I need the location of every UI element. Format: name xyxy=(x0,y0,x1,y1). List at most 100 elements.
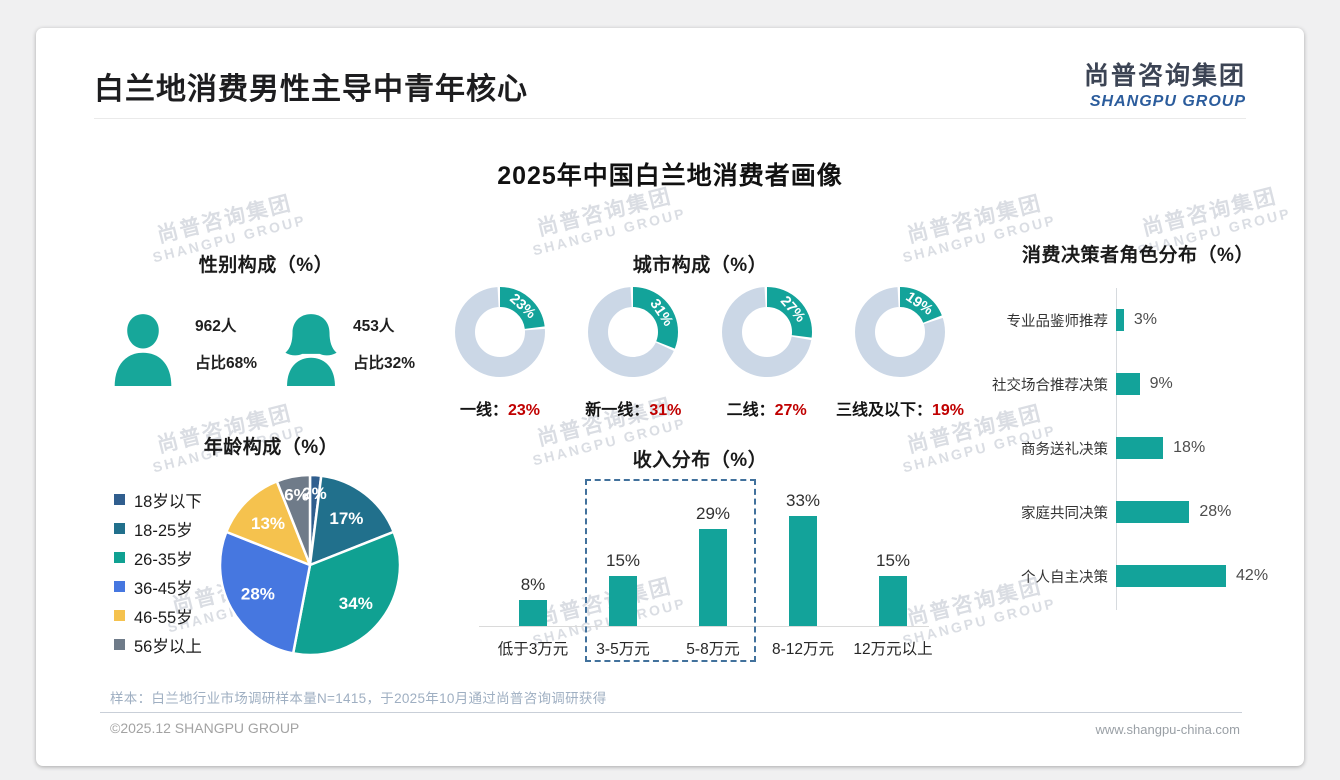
income-bar xyxy=(519,600,547,627)
legend-swatch xyxy=(114,552,125,563)
female-stats: 453人 占比32% xyxy=(353,312,415,373)
donut-svg: 31% xyxy=(587,286,679,378)
male-icon xyxy=(114,314,172,386)
pie-slice xyxy=(218,530,312,655)
legend-item: 18-25岁 xyxy=(114,514,202,543)
legend-swatch xyxy=(114,581,125,592)
legend-item: 46-55岁 xyxy=(114,601,202,630)
income-bar xyxy=(609,576,637,627)
decision-value-label: 28% xyxy=(1199,503,1232,520)
slide: 尚普咨询集团 SHANGPU GROUP 尚普咨询集团 SHANGPU GROUP 尚普… xyxy=(36,28,1304,766)
income-category-label: 8-12万元 xyxy=(771,641,835,658)
gender-section-title: 性别构成（%） xyxy=(198,255,334,276)
pie-value-label: 6% xyxy=(284,485,309,504)
legend-label: 18-25岁 xyxy=(134,521,193,540)
income-bar xyxy=(699,529,727,627)
donut-chart: 31% 新一线：31% xyxy=(573,284,693,419)
female-count: 453人 xyxy=(353,318,395,335)
website-text: www.shangpu-china.com xyxy=(1095,722,1240,737)
section-city: 城市构成（%） 23% 一线：23% 31% 新一线：31% 27% 二线：27% 19% 三… xyxy=(440,243,964,419)
legend-swatch xyxy=(114,610,125,621)
decision-value-label: 3% xyxy=(1133,311,1157,328)
section-gender: 性别构成（%） 962人 占比68% 453人 占比32% xyxy=(76,243,456,386)
income-category-label: 3-5万元 xyxy=(596,641,650,658)
income-bar xyxy=(879,576,907,627)
pie-value-label: 17% xyxy=(329,509,363,528)
decision-bar xyxy=(1116,565,1227,587)
donut-category-value: 23% xyxy=(507,402,541,419)
decision-value-label: 18% xyxy=(1173,439,1206,456)
decision-row: 个人自主决策 42% xyxy=(988,544,1288,608)
decision-bar xyxy=(1116,501,1190,523)
legend-label: 36-45岁 xyxy=(134,579,193,598)
pie-slice xyxy=(225,480,312,567)
decision-row: 家庭共同决策 28% xyxy=(988,480,1288,544)
section-income: 收入分布（%） 8% 15% 29% 33% 15% 低于3万元 3-5万元 5-8万元 8-… xyxy=(465,438,935,673)
decision-category-label: 商务送礼决策 xyxy=(1021,441,1108,458)
decision-category-label: 社交场合推荐决策 xyxy=(992,377,1108,394)
income-category-label: 12万元以上 xyxy=(853,641,933,658)
decision-row: 社交场合推荐决策 9% xyxy=(988,352,1288,416)
legend-label: 18岁以下 xyxy=(134,492,202,511)
donut-category-value: 31% xyxy=(649,402,682,419)
copyright-text: ©2025.12 SHANGPU GROUP xyxy=(110,720,300,736)
donut-category-value: 27% xyxy=(774,402,807,419)
pie-value-label: 2% xyxy=(302,484,327,503)
section-age: 年龄构成（%） 18岁以下 18-25岁 26-35岁 36-45岁 46-55岁 56岁… xyxy=(76,423,466,693)
city-section-title: 城市构成（%） xyxy=(632,255,768,276)
income-column: 29% xyxy=(668,476,758,627)
donut-category-text: 新一线： xyxy=(585,402,650,419)
income-column: 15% xyxy=(848,476,938,627)
income-axis-line xyxy=(479,626,929,627)
decision-rows: 专业品鉴师推荐 3% 社交场合推荐决策 9% 商务送礼决策 18% 家庭共同决策 28% 个人自… xyxy=(988,288,1288,608)
decision-section-title: 消费决策者角色分布（%） xyxy=(1022,245,1254,266)
legend-swatch xyxy=(114,639,125,650)
donut-row: 23% 一线：23% 31% 新一线：31% 27% 二线：27% 19% 三线及以下：19% xyxy=(440,284,964,419)
legend-item: 56岁以上 xyxy=(114,630,202,659)
age-legend: 18岁以下 18-25岁 26-35岁 36-45岁 46-55岁 56岁以上 xyxy=(114,485,202,659)
donut-segment xyxy=(721,287,812,377)
legend-label: 56岁以上 xyxy=(134,637,202,656)
female-icon xyxy=(285,314,337,386)
donut-chart: 27% 二线：27% xyxy=(707,284,827,419)
decision-bar xyxy=(1116,309,1124,331)
decision-value-label: 9% xyxy=(1149,375,1173,392)
donut-category-value: 19% xyxy=(931,402,965,419)
donut-category-label: 二线：27% xyxy=(727,396,807,420)
pie-value-label: 13% xyxy=(251,514,285,533)
income-column: 33% xyxy=(758,476,848,627)
decision-category-label: 个人自主决策 xyxy=(1021,569,1108,586)
header-divider xyxy=(94,118,1246,119)
female-share: 占比32% xyxy=(353,355,416,372)
income-category-label: 5-8万元 xyxy=(686,641,740,658)
pie-slice xyxy=(275,473,312,567)
legend-swatch xyxy=(114,523,125,534)
donut-category-label: 新一线：31% xyxy=(585,396,681,420)
income-categories: 低于3万元 3-5万元 5-8万元 8-12万元 12万元以上 xyxy=(465,637,935,659)
donut-chart: 23% 一线：23% xyxy=(440,284,560,419)
male-stats: 962人 占比68% xyxy=(195,312,275,373)
donut-segment xyxy=(588,287,679,377)
decision-bar xyxy=(1116,373,1140,395)
footer-divider xyxy=(100,712,1242,713)
donut-category-text: 二线： xyxy=(726,402,775,419)
decision-bar xyxy=(1116,437,1164,459)
decision-value-label: 42% xyxy=(1236,567,1269,584)
income-bar xyxy=(789,515,817,627)
donut-category-label: 三线及以下：19% xyxy=(836,396,964,420)
income-value-label: 15% xyxy=(875,551,911,571)
decision-category-label: 家庭共同决策 xyxy=(1021,505,1108,522)
pie-slice xyxy=(291,530,402,657)
page-title: 白兰地消费男性主导中青年核心 xyxy=(94,73,528,106)
decision-row: 商务送礼决策 18% xyxy=(988,416,1288,480)
donut-svg: 23% xyxy=(454,286,546,378)
gender-row: 962人 占比68% 453人 占比32% xyxy=(76,312,456,386)
decision-row: 专业品鉴师推荐 3% xyxy=(988,288,1288,352)
income-category-label: 低于3万元 xyxy=(497,641,569,658)
decision-category-label: 专业品鉴师推荐 xyxy=(1006,313,1109,330)
sample-note: 样本：白兰地行业市场调研样本量N=1415，于2025年10月通过尚普咨询调研获… xyxy=(110,691,607,706)
male-share: 占比68% xyxy=(195,355,258,372)
logo-cn-text: 尚普咨询集团 xyxy=(1083,62,1246,90)
chart-main-title: 2025年中国白兰地消费者画像 xyxy=(497,162,843,190)
pie-value-label: 28% xyxy=(241,585,275,604)
